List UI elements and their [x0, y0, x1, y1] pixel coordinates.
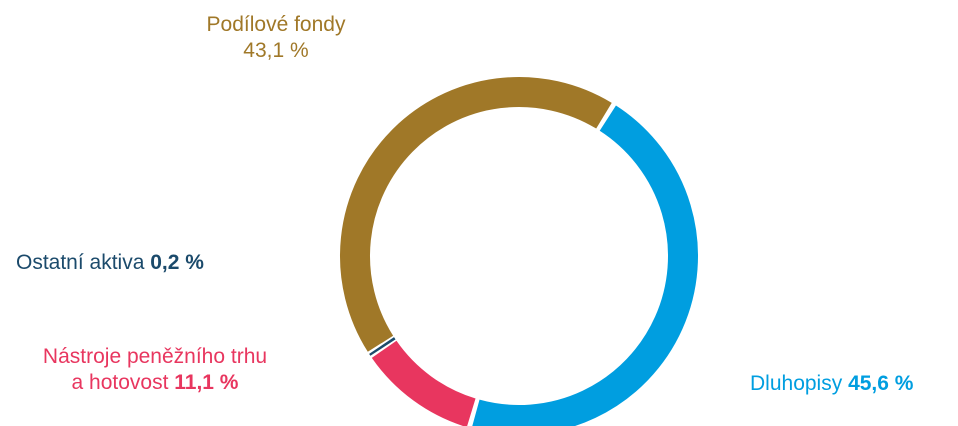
label-dluhopisy: Dluhopisy 45,6 % [750, 371, 913, 397]
label-nastroje-line1: Nástroje peněžního trhu [42, 345, 268, 368]
slice-ostatni-aktiva [369, 337, 396, 356]
label-nastroje-penezniho-trhu: Nástroje peněžního trhu a hotovost 11,1 … [10, 344, 300, 396]
slice-dluhopisy [472, 105, 698, 426]
label-ostatni-aktiva: Ostatní aktiva 0,2 % [16, 250, 204, 276]
label-nastroje-value: 11,1 % [174, 371, 239, 394]
label-dluhopisy-value: 45,6 % [848, 372, 914, 395]
label-podilove-fondy: Podílové fondy 43,1 % [185, 12, 367, 64]
label-ostatni-aktiva-value: 0,2 % [150, 251, 204, 274]
label-nastroje-line2: a hotovost [71, 371, 169, 394]
label-ostatni-aktiva-name: Ostatní aktiva [16, 251, 145, 274]
slice-podilove-fondy [340, 77, 612, 352]
label-podilove-fondy-name: Podílové fondy [206, 13, 346, 36]
slice-nastroje-penezniho-trhu [371, 340, 476, 426]
label-dluhopisy-name: Dluhopisy [750, 372, 843, 395]
label-podilove-fondy-value: 43,1 % [243, 39, 309, 62]
